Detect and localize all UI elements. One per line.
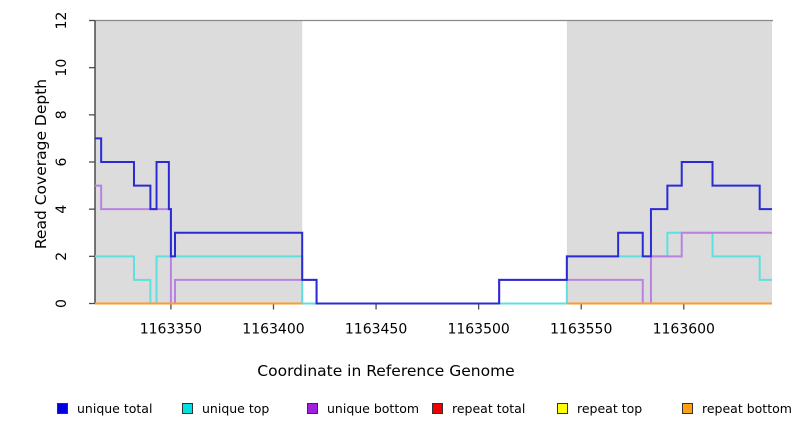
y-axis-tick-label: 0 — [54, 299, 70, 308]
y-axis-tick-label: 2 — [54, 252, 70, 261]
legend-label: unique total — [77, 400, 153, 416]
legend: unique total unique top unique bottom repea… — [0, 399, 792, 419]
x-axis-title: Coordinate in Reference Genome — [257, 362, 515, 380]
legend-item-repeat-bottom: repeat bottom — [682, 399, 792, 417]
x-axis-tick-label: 1163350 — [140, 322, 202, 338]
x-axis-tick-label: 1163500 — [447, 322, 509, 338]
repeat-region-shading — [566, 20, 772, 304]
legend-swatch-repeat-total — [432, 402, 443, 414]
legend-label: unique top — [202, 400, 270, 416]
legend-swatch-repeat-top — [557, 402, 568, 414]
legend-swatch-repeat-bottom — [682, 402, 693, 414]
legend-label: unique bottom — [327, 400, 420, 416]
x-axis-tick-label: 1163450 — [345, 322, 407, 338]
legend-swatch-unique-top — [182, 402, 193, 414]
legend-label: repeat top — [577, 400, 643, 416]
y-axis-tick-label: 10 — [54, 59, 70, 77]
legend-item-repeat-total: repeat total — [432, 399, 525, 417]
y-axis-tick-label: 6 — [54, 157, 70, 166]
y-axis-tick-label: 12 — [54, 12, 70, 30]
y-axis-tick-label: 8 — [54, 110, 70, 119]
y-axis-tick-label: 4 — [54, 205, 70, 214]
x-axis-tick-label: 1163600 — [653, 322, 715, 338]
legend-swatch-unique-bottom — [307, 402, 318, 414]
legend-item-unique-top: unique top — [182, 399, 269, 417]
legend-swatch-unique-total — [57, 402, 68, 414]
series-line-unique-total — [95, 137, 772, 305]
legend-item-unique-total: unique total — [57, 399, 152, 417]
x-axis-tick-label: 1163400 — [242, 322, 304, 338]
x-axis-tick-label: 1163550 — [550, 322, 612, 338]
y-axis-title: Read Coverage Depth — [32, 78, 50, 250]
legend-item-unique-bottom: unique bottom — [307, 399, 419, 417]
legend-label: repeat bottom — [702, 400, 792, 416]
legend-item-repeat-top: repeat top — [557, 399, 642, 417]
legend-label: repeat total — [452, 400, 526, 416]
